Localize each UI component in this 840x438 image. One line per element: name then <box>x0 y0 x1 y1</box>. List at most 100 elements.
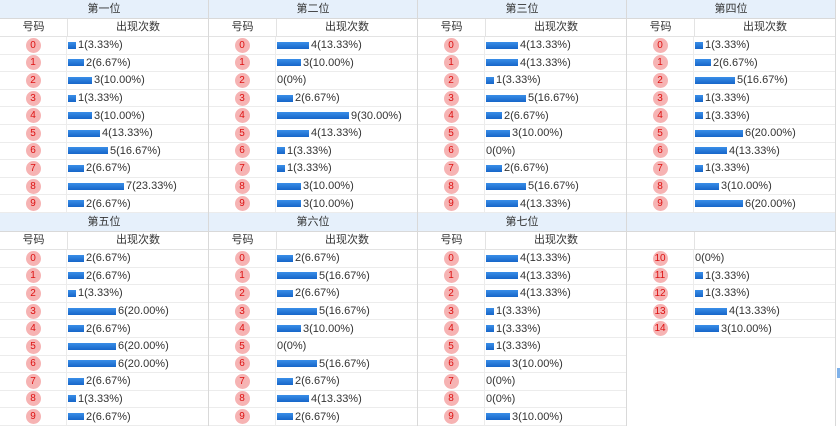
number-cell: 9 <box>418 195 485 212</box>
count-label: 5(16.67%) <box>319 305 370 318</box>
number-ball: 6 <box>234 143 250 159</box>
number-ball: 6 <box>443 356 459 372</box>
table-row: 1 4(13.33%) <box>418 54 626 73</box>
table-row: 0 1(3.33%) <box>0 37 208 55</box>
table-row: 9 6(20.00%) <box>627 195 835 213</box>
number-cell: 1 <box>418 54 485 72</box>
table-row: 8 0(0%) <box>418 390 626 409</box>
count-cell: 1(3.33%) <box>67 92 208 104</box>
table-row: 6 6(20.00%) <box>0 355 208 374</box>
count-cell: 5(16.67%) <box>485 92 626 104</box>
count-bar <box>486 94 526 102</box>
table-row: 12 1(3.33%) <box>627 285 835 303</box>
table-row: 7 1(3.33%) <box>627 160 835 178</box>
header-count: 出现次数 <box>116 233 160 246</box>
number-ball: 12 <box>652 285 668 301</box>
position-panel: 第一位 号码 出现次数 0 1(3.33%) 1 2(6.67%) 2 3(10.00%) 3 1(… <box>0 0 209 213</box>
count-label: 1(3.33%) <box>496 322 541 335</box>
table-row: 7 2(6.67%) <box>418 160 626 178</box>
count-bar <box>277 325 301 333</box>
table-row: 7 2(6.67%) <box>0 373 208 391</box>
count-bar <box>277 182 301 190</box>
count-label: 4(13.33%) <box>311 39 362 52</box>
number-cell: 6 <box>418 142 485 160</box>
number-ball: 5 <box>652 125 668 141</box>
number-ball: 1 <box>234 268 250 284</box>
number-ball: 8 <box>25 178 41 194</box>
count-bar <box>486 272 518 280</box>
panel-title: 第四位 <box>627 0 835 19</box>
table-row: 4 3(10.00%) <box>209 320 417 338</box>
count-label: 4(13.33%) <box>729 144 780 157</box>
count-label: 4(13.33%) <box>102 127 153 140</box>
table-row: 13 4(13.33%) <box>627 302 835 321</box>
count-cell: 3(10.00%) <box>694 180 835 192</box>
count-cell: 3(10.00%) <box>694 323 835 335</box>
panel-header: 号码 出现次数 <box>209 231 417 250</box>
number-cell: 9 <box>627 195 694 212</box>
count-label: 1(3.33%) <box>78 287 123 300</box>
count-cell: 2(6.67%) <box>276 287 417 299</box>
number-ball: 6 <box>443 143 459 159</box>
number-ball: 6 <box>25 143 41 159</box>
count-bar <box>68 182 124 190</box>
count-cell: 6(20.00%) <box>67 305 208 317</box>
count-bar <box>277 377 293 385</box>
count-cell: 2(6.67%) <box>67 270 208 282</box>
count-cell: 9(30.00%) <box>276 110 417 122</box>
count-cell: 1(3.33%) <box>67 393 208 405</box>
count-label: 2(6.67%) <box>295 92 340 105</box>
count-bar <box>695 325 719 333</box>
number-ball: 5 <box>25 125 41 141</box>
count-cell: 0(0%) <box>694 252 835 264</box>
header-number: 号码 <box>209 19 277 36</box>
position-panel: 第五位 号码 出现次数 0 2(6.67%) 1 2(6.67%) 2 1(3.33%) 3 6(2… <box>0 212 209 426</box>
count-label: 2(6.67%) <box>295 252 340 265</box>
count-bar <box>277 164 285 172</box>
count-label: 9(30.00%) <box>351 109 402 122</box>
count-label: 2(6.67%) <box>504 162 549 175</box>
number-ball: 4 <box>652 108 668 124</box>
number-ball: 0 <box>443 250 459 266</box>
count-cell: 3(10.00%) <box>485 358 626 370</box>
number-cell: 0 <box>0 37 67 54</box>
count-bar <box>486 164 502 172</box>
number-cell: 5 <box>418 124 485 142</box>
table-row: 5 4(13.33%) <box>209 124 417 143</box>
count-label: 2(6.67%) <box>295 287 340 300</box>
count-bar <box>486 289 518 297</box>
count-cell: 2(6.67%) <box>67 252 208 264</box>
number-cell: 7 <box>209 160 276 177</box>
number-ball: 8 <box>234 178 250 194</box>
number-ball: 3 <box>234 90 250 106</box>
table-row: 10 0(0%) <box>627 249 835 268</box>
count-bar <box>695 59 711 67</box>
count-cell: 1(3.33%) <box>276 162 417 174</box>
number-ball: 7 <box>25 373 41 389</box>
position-panel: 10 0(0%) 11 1(3.33%) 12 1(3.33%) 13 4(13.33%) 14… <box>627 212 836 426</box>
count-label: 2(6.67%) <box>86 269 131 282</box>
table-row: 1 2(6.67%) <box>627 54 835 73</box>
table-row: 1 4(13.33%) <box>418 267 626 286</box>
table-row: 2 3(10.00%) <box>0 72 208 90</box>
number-ball: 0 <box>443 37 459 53</box>
count-cell: 2(6.67%) <box>67 323 208 335</box>
number-ball: 3 <box>443 90 459 106</box>
count-cell: 3(10.00%) <box>67 74 208 86</box>
count-label: 4(13.33%) <box>311 127 362 140</box>
number-cell: 6 <box>0 355 67 373</box>
count-label: 0(0%) <box>695 252 725 265</box>
count-cell: 4(13.33%) <box>485 252 626 264</box>
count-bar <box>68 59 84 67</box>
count-label: 1(3.33%) <box>287 144 332 157</box>
count-cell: 3(10.00%) <box>276 57 417 69</box>
number-cell: 4 <box>209 107 276 124</box>
number-cell: 3 <box>418 89 485 107</box>
panel-title: 第五位 <box>0 212 208 232</box>
count-bar <box>277 307 317 315</box>
panel-title: 第三位 <box>418 0 626 19</box>
panel-header: 号码 出现次数 <box>0 19 208 37</box>
number-cell: 2 <box>209 285 276 302</box>
table-row: 7 1(3.33%) <box>209 160 417 178</box>
table-row: 5 1(3.33%) <box>418 337 626 356</box>
